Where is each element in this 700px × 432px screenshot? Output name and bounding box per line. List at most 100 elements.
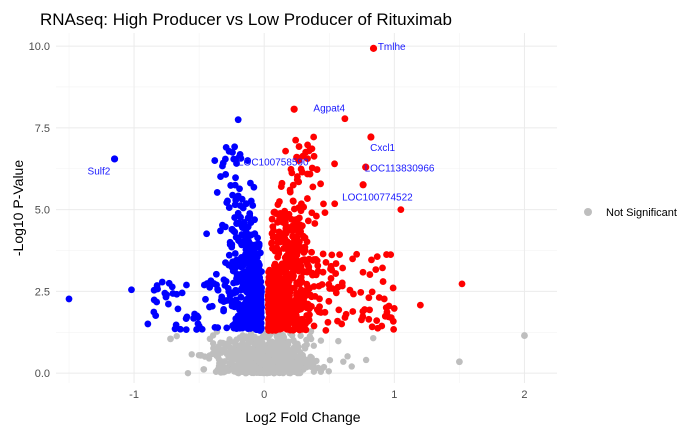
data-point-up bbox=[288, 225, 296, 233]
data-point-not-significant bbox=[258, 361, 265, 368]
data-point-down bbox=[238, 195, 246, 203]
data-point-up bbox=[289, 326, 297, 334]
data-point-up bbox=[328, 251, 336, 259]
data-point-up bbox=[304, 155, 311, 163]
data-point-up bbox=[287, 240, 295, 248]
data-point-not-significant bbox=[317, 337, 325, 344]
data-point-down bbox=[243, 295, 250, 303]
data-point-down bbox=[251, 216, 258, 224]
data-point-up bbox=[349, 308, 357, 315]
gene-point-tmlhe bbox=[369, 44, 378, 52]
data-point-down bbox=[154, 285, 161, 293]
data-point-up bbox=[313, 306, 321, 314]
data-point-down bbox=[219, 162, 226, 170]
data-point-down bbox=[231, 143, 239, 151]
gene-label: Cxcl1 bbox=[370, 143, 395, 154]
data-point-not-significant bbox=[370, 334, 377, 342]
data-point-up bbox=[283, 294, 291, 302]
x-tick-label: 2 bbox=[521, 389, 527, 401]
data-point-down bbox=[257, 325, 265, 333]
data-point-up bbox=[320, 200, 327, 208]
data-point-down bbox=[183, 281, 190, 289]
data-point-up bbox=[289, 264, 297, 272]
data-point-down bbox=[238, 312, 246, 320]
data-point-up bbox=[297, 297, 305, 305]
data-point-up bbox=[297, 279, 304, 286]
data-point-down bbox=[238, 241, 246, 249]
data-point-up bbox=[301, 243, 309, 251]
data-point-up bbox=[321, 209, 329, 217]
data-point-down bbox=[234, 209, 242, 217]
data-point-up bbox=[361, 306, 369, 313]
data-point-down bbox=[236, 185, 243, 193]
data-point-not-significant bbox=[239, 339, 246, 347]
data-point-not-significant bbox=[250, 352, 258, 359]
data-point-up bbox=[277, 234, 285, 242]
data-point-not-significant bbox=[320, 363, 328, 371]
data-point-not-significant bbox=[281, 342, 288, 350]
data-point-up bbox=[368, 288, 376, 296]
significant-points bbox=[65, 44, 466, 334]
data-point-up bbox=[331, 200, 339, 208]
data-point-down bbox=[245, 315, 252, 323]
data-point-down bbox=[239, 285, 247, 293]
data-point-down bbox=[164, 300, 172, 308]
data-point-up bbox=[281, 288, 289, 295]
data-point-not-significant bbox=[326, 356, 334, 364]
data-point-up bbox=[288, 169, 296, 177]
data-point-down bbox=[232, 174, 239, 182]
data-point-not-significant bbox=[266, 346, 273, 354]
not-significant-points bbox=[167, 328, 528, 377]
data-point-up bbox=[338, 282, 346, 290]
data-point-not-significant bbox=[362, 356, 370, 364]
data-point-up bbox=[304, 217, 312, 225]
data-point-up bbox=[341, 115, 349, 123]
data-point-not-significant bbox=[195, 351, 203, 359]
data-point-down bbox=[150, 296, 158, 304]
data-point-down bbox=[255, 304, 263, 312]
data-point-up bbox=[304, 170, 311, 178]
data-point-down bbox=[214, 286, 222, 294]
data-point-up bbox=[322, 259, 330, 266]
data-point-down bbox=[256, 281, 264, 289]
data-point-up bbox=[382, 312, 389, 320]
data-point-up bbox=[300, 234, 308, 242]
data-point-not-significant bbox=[226, 359, 234, 367]
data-point-up bbox=[296, 238, 303, 246]
data-point-up bbox=[265, 319, 273, 327]
data-point-down bbox=[158, 278, 166, 286]
data-point-down bbox=[178, 289, 186, 297]
data-point-down bbox=[230, 227, 237, 235]
data-point-up bbox=[295, 261, 302, 268]
data-point-down bbox=[255, 243, 262, 251]
data-point-up bbox=[285, 309, 292, 316]
gene-point-sulf2 bbox=[110, 155, 119, 163]
data-point-up bbox=[275, 324, 283, 332]
data-point-down bbox=[219, 221, 226, 229]
data-point-not-significant bbox=[236, 361, 243, 368]
data-point-down bbox=[206, 303, 213, 311]
data-point-down bbox=[182, 315, 190, 322]
data-point-up bbox=[295, 267, 303, 275]
data-point-up bbox=[274, 314, 282, 322]
data-point-up bbox=[335, 306, 343, 314]
data-point-not-significant bbox=[250, 346, 257, 354]
data-point-up bbox=[390, 326, 398, 333]
data-point-up bbox=[289, 181, 297, 189]
x-tick-label: 0 bbox=[261, 389, 267, 401]
data-point-not-significant bbox=[280, 355, 287, 362]
y-tick-label: 5.0 bbox=[35, 205, 50, 217]
data-point-down bbox=[226, 292, 234, 300]
data-point-down bbox=[233, 316, 241, 324]
data-point-up bbox=[366, 306, 373, 314]
data-point-not-significant bbox=[288, 366, 295, 374]
data-point-down bbox=[213, 281, 220, 289]
chart-title: RNAseq: High Producer vs Low Producer of… bbox=[40, 10, 452, 29]
data-point-down bbox=[225, 147, 233, 155]
data-point-not-significant bbox=[209, 332, 217, 339]
data-point-not-significant bbox=[261, 343, 268, 350]
data-point-up bbox=[365, 294, 373, 302]
data-point-not-significant bbox=[250, 366, 257, 374]
data-point-down bbox=[248, 241, 256, 249]
